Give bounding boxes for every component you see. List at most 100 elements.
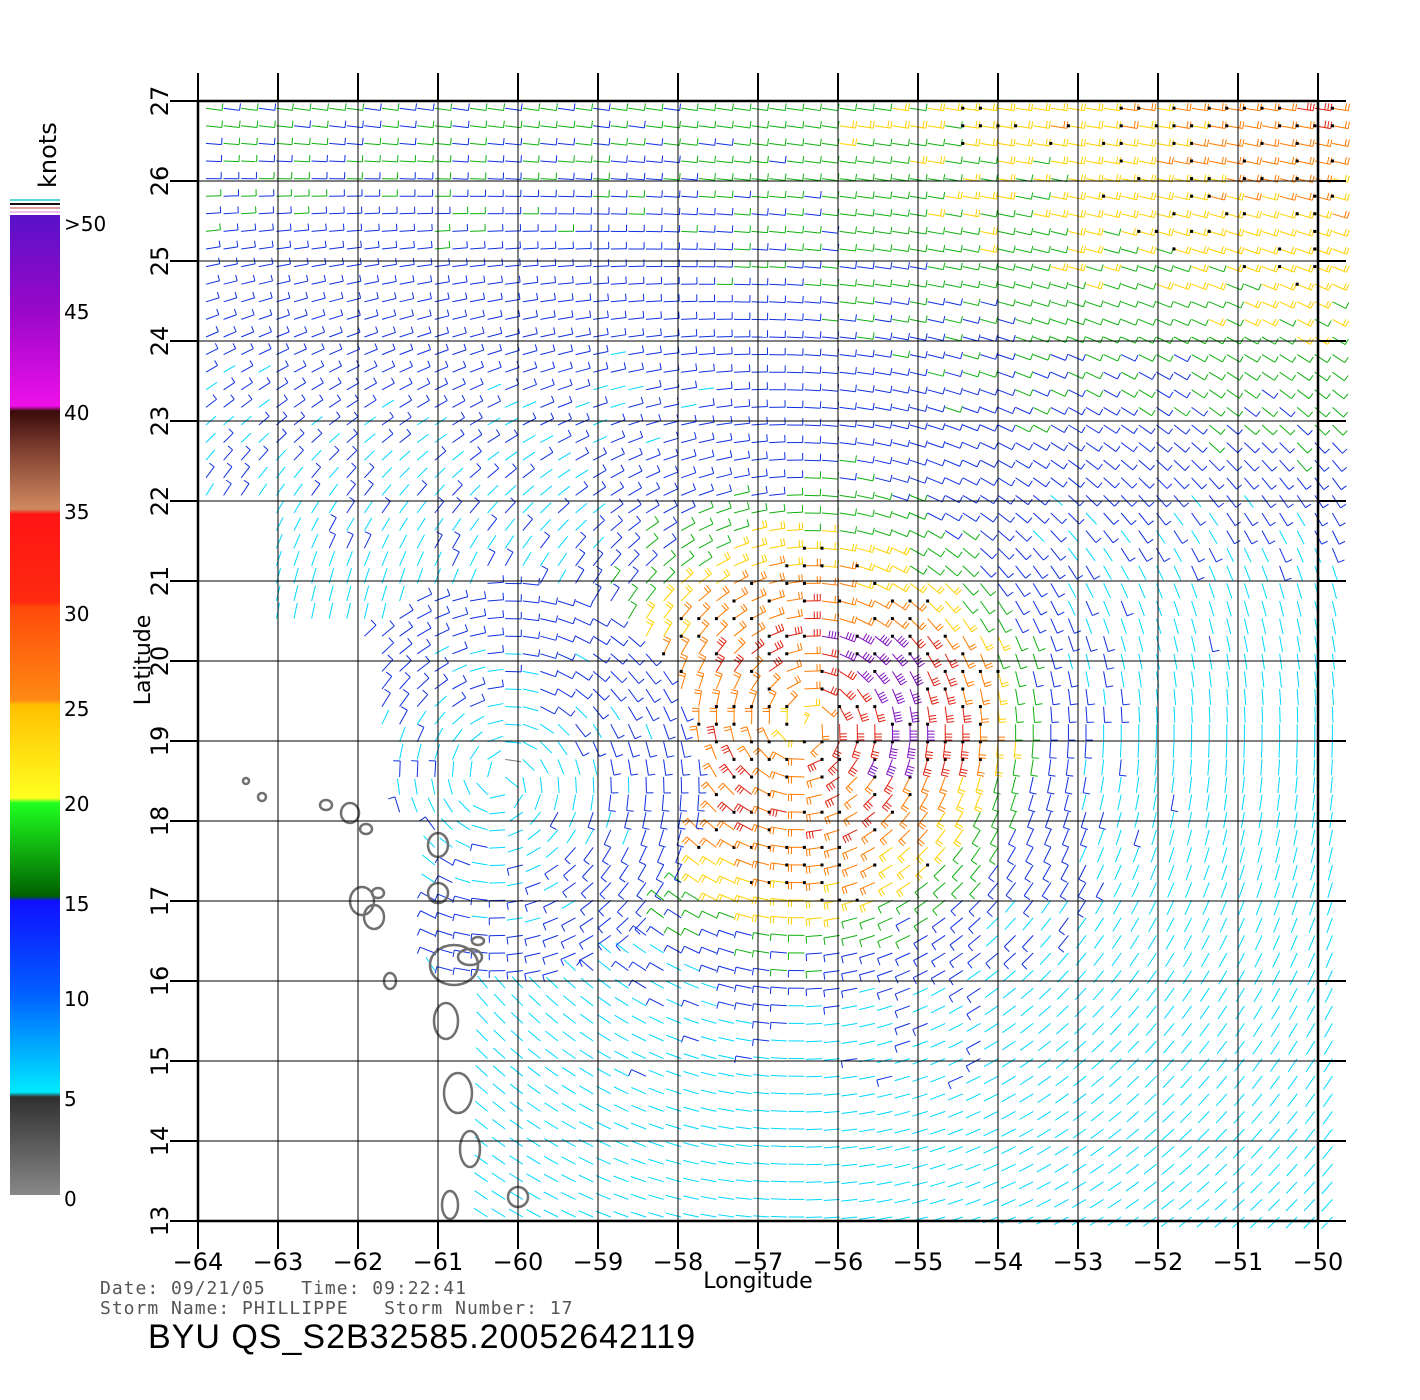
wind-barb [632, 961, 647, 972]
wind-barb [1279, 547, 1287, 563]
wind-barb-flag [670, 550, 676, 556]
wind-barb-flag [841, 939, 844, 947]
rain-flag-marker [697, 845, 701, 849]
wind-barb-flag [888, 768, 896, 772]
wind-barb [328, 399, 341, 408]
wind-barb [736, 930, 752, 936]
wind-barb [1120, 406, 1135, 416]
wind-barb-flag [568, 412, 572, 420]
wind-barb-flag [1042, 574, 1049, 579]
wind-barb [580, 995, 594, 1007]
wind-barb [638, 847, 647, 863]
wind-barb-flag [943, 751, 951, 754]
wind-barb-flag [725, 568, 731, 576]
wind-barb [328, 449, 340, 461]
wind-barb-flag [1055, 666, 1063, 670]
rain-flag-marker [767, 757, 771, 761]
wind-barb-flag [897, 697, 904, 702]
wind-barb [930, 1075, 946, 1083]
wind-barb [1148, 899, 1157, 915]
wind-barb [642, 812, 647, 828]
wind-barb [648, 1158, 664, 1165]
wind-barb-flag [905, 771, 913, 775]
wind-barb-flag [913, 960, 918, 967]
wind-barb [1311, 829, 1316, 846]
wind-barb [1155, 706, 1158, 723]
wind-barb [631, 1015, 647, 1024]
wind-barb [990, 811, 999, 827]
wind-barb-flag [683, 603, 690, 610]
wind-barb [1032, 459, 1047, 470]
wind-barb [876, 1075, 893, 1081]
wind-barb [615, 942, 629, 954]
wind-barb [1295, 759, 1298, 776]
wind-barb [648, 1212, 664, 1218]
wind-barb [927, 565, 941, 576]
wind-barb [874, 406, 891, 411]
wind-barb [965, 1093, 981, 1102]
wind-barb-flag [876, 1079, 880, 1087]
wind-barb-flag [393, 309, 397, 316]
wind-barb [421, 854, 436, 866]
wind-barb [293, 550, 300, 566]
wind-barb-flag [1002, 684, 1010, 688]
wind-barb [945, 371, 961, 378]
wind-barb [592, 759, 598, 776]
wind-barb [476, 1011, 488, 1024]
wind-barb [630, 1193, 647, 1200]
wind-barb [1001, 1075, 1016, 1085]
wind-barb [1308, 917, 1316, 933]
wind-barb [1196, 1181, 1210, 1193]
wind-barb [1109, 1023, 1122, 1036]
wind-barb-flag [452, 914, 455, 922]
wind-barb-flag [956, 823, 963, 828]
wind-barb [985, 935, 999, 947]
wind-barb [1173, 406, 1187, 417]
wind-barb [628, 351, 644, 356]
wind-barb [452, 349, 467, 356]
wind-barb-flag [834, 613, 837, 621]
wind-barb [648, 1194, 664, 1200]
wind-barb [522, 367, 537, 373]
wind-barb [1311, 812, 1316, 829]
wind-barb [1278, 741, 1281, 758]
wind-barb-flag [585, 430, 590, 437]
wind-barb [1215, 1093, 1228, 1107]
wind-barb-flag [1184, 483, 1190, 490]
wind-barb [491, 1190, 506, 1200]
wind-barb-flag [824, 801, 829, 808]
wind-barb-flag [882, 636, 888, 643]
wind-barb-flag [967, 962, 973, 969]
wind-barb-flag [1025, 861, 1033, 866]
wind-barb-flag [665, 603, 672, 609]
wind-barb [700, 1178, 717, 1183]
wind-barb [1171, 776, 1175, 793]
wind-barb [1173, 600, 1180, 617]
wind-barb-flag [710, 500, 714, 508]
wind-barb [1208, 477, 1220, 490]
wind-barb-flag [714, 673, 722, 678]
wind-barb [1310, 847, 1316, 864]
wind-barb-flag [392, 343, 396, 350]
wind-barb-flag [968, 911, 975, 917]
wind-barb-flag [722, 619, 728, 626]
wind-barb [698, 623, 710, 637]
wind-barb-flag [773, 731, 779, 738]
wind-barb [806, 1058, 823, 1060]
wind-barb-flag [973, 826, 980, 831]
wind-barb [804, 442, 821, 444]
wind-barb-flag [926, 751, 934, 754]
wind-barb [329, 314, 343, 320]
wind-barb [997, 459, 1012, 469]
wind-barb [1103, 371, 1118, 380]
wind-barb [1019, 1075, 1034, 1086]
rain-flag-marker [838, 757, 842, 761]
wind-barb-flag [977, 774, 985, 777]
wind-barb [1258, 812, 1263, 828]
wind-barb [701, 964, 717, 972]
wind-barb [720, 838, 735, 848]
wind-barb [1015, 406, 1031, 415]
wind-barb-flag [616, 532, 623, 538]
wind-barb [1191, 512, 1201, 526]
wind-barb-flag [1151, 409, 1156, 416]
